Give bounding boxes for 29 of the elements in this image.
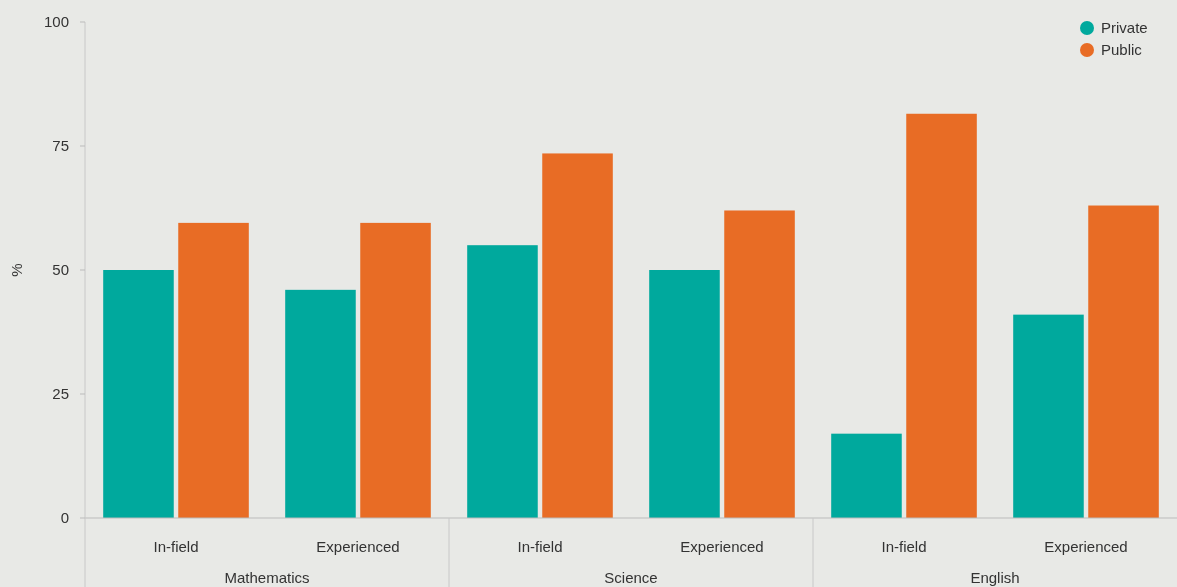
bar bbox=[831, 433, 902, 518]
bar bbox=[649, 270, 720, 518]
y-axis-title: % bbox=[8, 263, 25, 277]
text: Mathematics bbox=[224, 569, 310, 586]
bar bbox=[360, 222, 431, 518]
text: Science bbox=[604, 569, 658, 586]
y-tick-label: 50 bbox=[52, 261, 69, 279]
x-tick-label: In-field bbox=[153, 538, 199, 555]
legend-label: Private bbox=[1101, 19, 1148, 37]
bar bbox=[178, 222, 249, 518]
x-tick-label: In-field bbox=[517, 538, 563, 555]
bar bbox=[467, 245, 538, 518]
bar bbox=[724, 210, 795, 518]
y-tick-label: 75 bbox=[52, 137, 69, 155]
bar bbox=[103, 270, 174, 518]
y-tick-label: 100 bbox=[43, 13, 69, 31]
x-tick-label: Experienced bbox=[680, 538, 764, 555]
bar bbox=[542, 153, 613, 518]
y-tick-label: 25 bbox=[52, 385, 69, 403]
text: English bbox=[970, 569, 1020, 586]
legend-label: Public bbox=[1101, 41, 1143, 59]
y-tick-label: 0 bbox=[60, 509, 69, 527]
bar bbox=[1088, 205, 1159, 518]
bar bbox=[285, 289, 356, 518]
bar bbox=[906, 113, 977, 518]
bar bbox=[1013, 314, 1084, 518]
x-tick-label: Experienced bbox=[316, 538, 400, 555]
x-tick-label: Experienced bbox=[1044, 538, 1128, 555]
x-tick-label: In-field bbox=[881, 538, 927, 555]
